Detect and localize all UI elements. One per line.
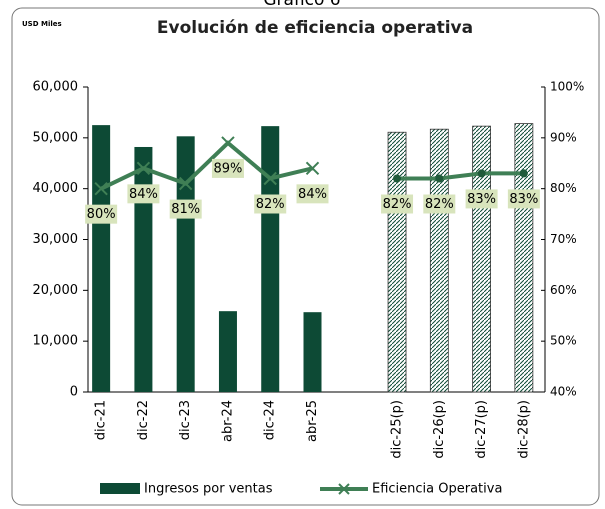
y2-tick-label: 90%	[550, 130, 577, 144]
label-bg	[423, 194, 456, 214]
line	[100, 140, 313, 191]
marker	[221, 136, 235, 150]
chart-title: Evolución de eficiencia operativa	[157, 18, 473, 38]
marker	[435, 174, 444, 183]
label-bg	[296, 184, 329, 204]
y-tick-label: 40,000	[33, 181, 79, 196]
marker	[305, 161, 320, 176]
data-label: 83%	[509, 192, 538, 207]
y2-tick-label: 100%	[550, 80, 584, 94]
x-tick-label: dic-25(p)	[390, 400, 405, 459]
x-tick-label: dic-27(p)	[474, 400, 489, 459]
bar	[303, 312, 322, 392]
y2-tick-label: 80%	[550, 181, 577, 195]
line	[397, 171, 524, 181]
y-tick-label: 50,000	[33, 130, 79, 145]
bar	[176, 136, 195, 392]
bar	[134, 146, 153, 392]
data-label: 82%	[256, 197, 285, 212]
label-bg	[465, 189, 498, 209]
data-label: 84%	[298, 187, 327, 202]
frame	[11, 7, 600, 506]
x-tick-label: dic-22	[136, 400, 151, 440]
bar	[261, 126, 280, 393]
x-tick-label: dic-23	[178, 400, 193, 440]
data-label: 89%	[214, 161, 243, 176]
legend-marker	[338, 483, 350, 495]
unit: USD Miles	[22, 20, 62, 28]
bar	[514, 123, 534, 393]
legend-label: Eficiencia Operativa	[372, 482, 502, 497]
marker	[263, 171, 277, 186]
label-bg	[507, 189, 540, 209]
y2-tick-label: 40%	[550, 385, 577, 399]
bar	[92, 125, 111, 392]
data-label: 82%	[383, 197, 412, 212]
marker	[519, 169, 528, 178]
bar	[387, 131, 407, 393]
legend-swatch	[100, 483, 140, 494]
label-bg	[381, 194, 414, 214]
data-label: 80%	[87, 207, 116, 222]
marker	[136, 161, 151, 176]
x-tick-label: dic-26(p)	[432, 400, 447, 459]
data-label: 84%	[129, 187, 158, 202]
marker	[94, 181, 108, 196]
y2-tick-label: 60%	[550, 283, 577, 297]
bar	[218, 311, 237, 392]
y-tick-label: 20,000	[33, 283, 79, 298]
y2-tick-label: 50%	[550, 334, 577, 348]
data-label: 83%	[467, 192, 496, 207]
y-tick-label: 30,000	[33, 232, 79, 247]
subtitle: Gráfico 6	[263, 0, 340, 10]
y-tick-label: 0	[70, 385, 78, 400]
y-tick-label: 10,000	[33, 334, 79, 349]
label-bg	[169, 199, 202, 219]
marker	[178, 176, 193, 191]
label-bg	[85, 204, 118, 224]
x-tick-label: dic-28(p)	[516, 400, 531, 459]
y-tick-label: 60,000	[33, 80, 79, 95]
label-bg	[254, 194, 287, 214]
x-tick-label: dic-21	[94, 400, 109, 440]
data-label: 82%	[425, 197, 454, 212]
label-bg	[127, 184, 160, 204]
bar	[472, 125, 491, 393]
label-bg	[211, 158, 244, 178]
x-tick-label: abr-24	[220, 400, 235, 442]
legend-label: Ingresos por ventas	[144, 482, 273, 497]
x-tick-label: abr-25	[305, 400, 320, 442]
data-label: 81%	[171, 202, 200, 217]
bar	[429, 128, 449, 393]
marker	[393, 174, 402, 183]
x-tick-label: dic-24	[263, 400, 278, 440]
y2-tick-label: 70%	[550, 232, 577, 246]
marker	[477, 169, 486, 178]
